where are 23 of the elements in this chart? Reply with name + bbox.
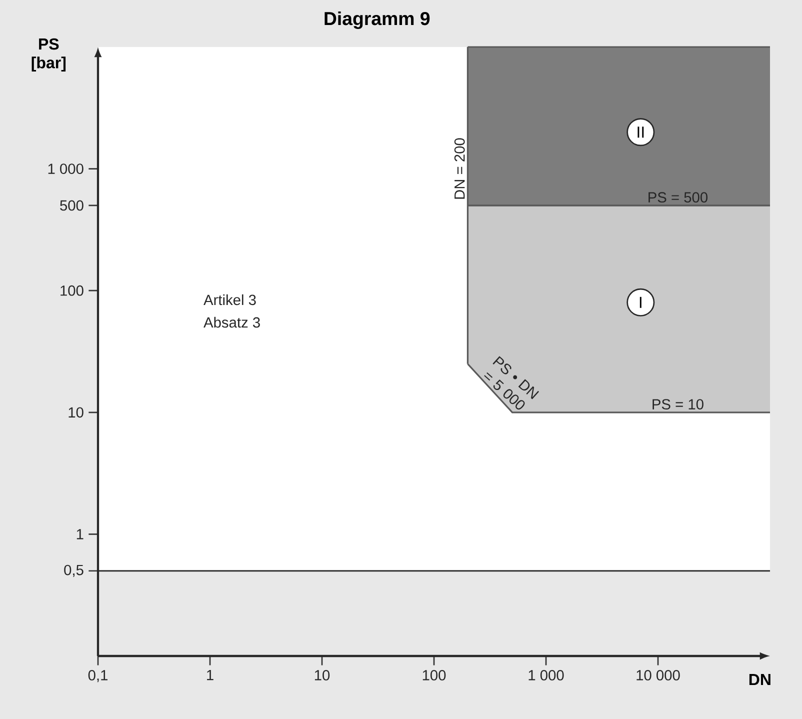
annotation: DN = 200 — [454, 138, 465, 199]
annotation: Absatz 3 — [204, 316, 260, 328]
x-tick-label: 1 — [207, 670, 214, 680]
annotation: PS = 500 — [648, 192, 708, 203]
annotation: Artikel 3 — [204, 294, 256, 306]
x-tick-label: 10 000 — [636, 670, 680, 680]
annotation: PS = 10 — [652, 399, 704, 410]
chart-title: Diagramm 9 — [324, 11, 430, 29]
annotation: II — [638, 126, 644, 138]
y-tick-label: 1 000 — [48, 164, 84, 174]
annotation: PS • DN = 5 000 — [484, 356, 539, 410]
x-tick-label: 100 — [422, 670, 446, 680]
annotation: I — [640, 296, 642, 308]
y-tick-label: 1 — [76, 529, 84, 540]
y-tick-label: 10 — [68, 407, 84, 418]
y-tick-label: 500 — [60, 200, 84, 211]
x-tick-label: 1 000 — [528, 670, 564, 680]
x-tick-label: 0,1 — [88, 670, 108, 682]
x-axis-title: DN — [749, 674, 770, 686]
y-tick-label: 100 — [60, 285, 84, 296]
x-tick-label: 10 — [314, 670, 330, 680]
y-tick-label: 0,5 — [64, 564, 84, 577]
y-axis-title: PS [bar] — [32, 38, 66, 72]
